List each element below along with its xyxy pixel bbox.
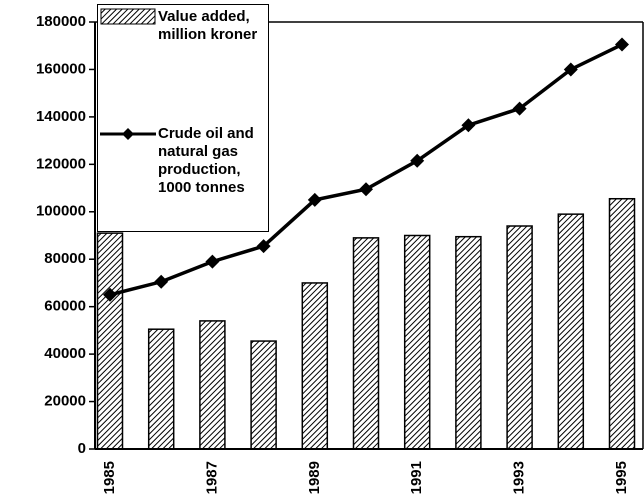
- bar: [608, 197, 636, 450]
- marker: [307, 192, 322, 207]
- y-tick-label: 140000: [36, 108, 86, 125]
- legend-swatch: [100, 128, 156, 140]
- x-tick-label: 1993: [511, 461, 528, 494]
- legend-entry: Value added, million kroner: [100, 8, 268, 44]
- bar: [250, 340, 277, 450]
- marker: [256, 239, 271, 254]
- marker: [359, 182, 373, 197]
- marker: [615, 37, 629, 52]
- bar: [301, 282, 329, 450]
- bar: [506, 225, 533, 450]
- marker: [461, 118, 476, 133]
- x-tick-label: 1991: [408, 461, 425, 494]
- y-tick-label: 0: [78, 440, 86, 457]
- legend-label: Value added, million kroner: [158, 8, 258, 43]
- y-tick-label: 180000: [36, 13, 86, 30]
- x-tick-label: 1989: [306, 461, 323, 494]
- marker: [410, 153, 425, 168]
- y-tick-label: 120000: [36, 155, 86, 172]
- marker: [563, 62, 578, 77]
- bar: [557, 213, 585, 450]
- bar: [147, 328, 175, 450]
- legend-entry: Crude oil and natural gas production, 10…: [100, 125, 268, 197]
- bar: [403, 234, 431, 450]
- marker: [205, 254, 220, 269]
- bar: [455, 235, 482, 450]
- legend-label: Crude oil and natural gas production, 10…: [158, 125, 254, 196]
- marker: [512, 101, 527, 116]
- y-tick-label: 60000: [44, 298, 86, 315]
- legend-swatch: [100, 8, 156, 25]
- y-tick-label: 20000: [44, 393, 86, 410]
- bar: [199, 320, 226, 450]
- bar: [96, 232, 124, 450]
- legend: Value added, million kroner Crude oil an…: [97, 4, 269, 232]
- y-tick-label: 80000: [44, 250, 86, 267]
- x-tick-label: 1995: [613, 461, 630, 494]
- x-tick-label: 1987: [203, 461, 220, 494]
- y-tick-label: 100000: [36, 203, 86, 220]
- y-tick-label: 40000: [44, 345, 86, 362]
- marker: [103, 287, 117, 302]
- y-tick-label: 160000: [36, 60, 86, 77]
- bar: [352, 237, 380, 450]
- x-tick-label: 1985: [101, 461, 118, 494]
- marker: [154, 274, 169, 289]
